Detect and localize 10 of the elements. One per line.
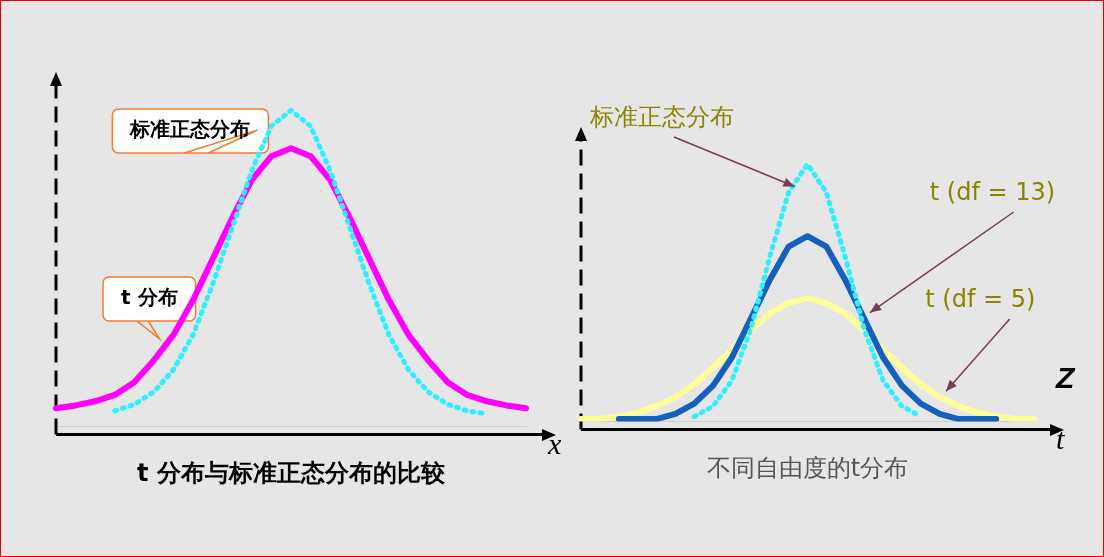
text: 不同自由度的t分布 [706,453,909,482]
series-label: 标准正态分布 [129,117,251,142]
text: 标准正态分布 [589,103,735,132]
x-axis-title: x [547,427,562,461]
text: t 分布与标准正态分布的比较 [137,458,446,487]
text: t (df = 13) [929,178,1056,207]
text: t (df = 5) [925,285,1036,314]
text: Z [1055,360,1076,394]
x-axis-title: t [1056,422,1065,456]
series-label: t 分布 [121,285,178,310]
